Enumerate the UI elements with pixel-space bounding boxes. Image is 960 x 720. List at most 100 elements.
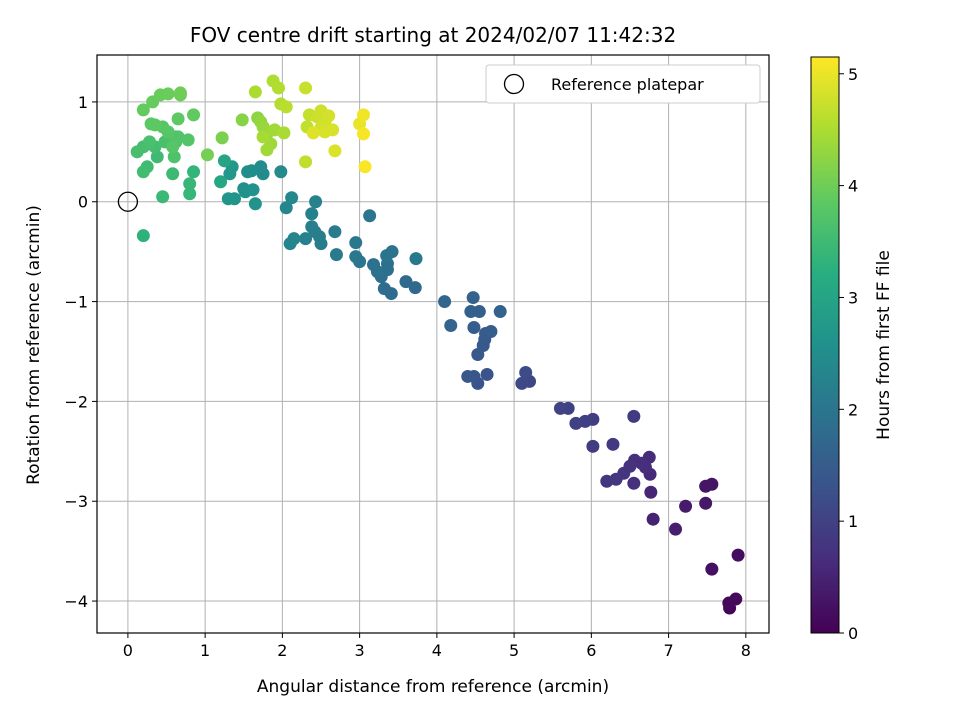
data-point bbox=[214, 175, 228, 189]
data-point bbox=[256, 130, 270, 144]
chart-title: FOV centre drift starting at 2024/02/07 … bbox=[190, 23, 676, 47]
data-point bbox=[283, 237, 297, 251]
x-tick-label: 8 bbox=[741, 641, 751, 660]
data-point bbox=[380, 249, 394, 263]
data-point bbox=[181, 133, 195, 147]
x-tick-label: 3 bbox=[355, 641, 365, 660]
data-point bbox=[699, 479, 713, 493]
data-point bbox=[322, 109, 336, 123]
data-point bbox=[235, 113, 249, 127]
data-point bbox=[627, 409, 641, 423]
data-point bbox=[136, 229, 150, 243]
plot-area bbox=[96, 54, 770, 634]
data-point bbox=[285, 191, 299, 205]
data-point bbox=[136, 165, 150, 179]
data-point bbox=[356, 108, 370, 122]
data-point bbox=[438, 295, 452, 309]
data-point bbox=[167, 150, 181, 164]
data-point bbox=[464, 305, 478, 319]
data-point bbox=[669, 522, 683, 536]
data-point bbox=[136, 103, 150, 117]
data-point bbox=[349, 236, 363, 250]
data-point bbox=[679, 499, 693, 513]
data-point bbox=[166, 140, 180, 154]
data-point bbox=[326, 123, 340, 137]
data-point bbox=[349, 250, 363, 264]
data-point bbox=[729, 592, 743, 606]
data-point bbox=[377, 282, 391, 296]
legend-label: Reference platepar bbox=[551, 75, 704, 94]
data-point bbox=[370, 265, 384, 279]
data-point bbox=[305, 220, 319, 234]
data-point bbox=[241, 165, 255, 179]
data-point bbox=[183, 187, 197, 201]
data-point bbox=[606, 437, 620, 451]
data-point bbox=[306, 126, 320, 140]
data-point bbox=[299, 155, 313, 169]
colorbar-tick-label: 1 bbox=[848, 512, 858, 531]
plot-frame bbox=[96, 54, 770, 634]
y-axis-ticks: 1 0 −1 −2 −3 −4 bbox=[64, 93, 97, 611]
data-point bbox=[363, 209, 377, 223]
colorbar-title: Hours from first FF file bbox=[874, 250, 894, 440]
colorbar-tick-label: 3 bbox=[848, 288, 858, 307]
data-points bbox=[130, 74, 745, 615]
x-axis-ticks: 0 1 2 3 4 5 6 7 8 bbox=[123, 633, 751, 660]
legend-reference-icon bbox=[503, 73, 525, 95]
data-point bbox=[217, 154, 231, 168]
data-point bbox=[187, 108, 201, 122]
data-point bbox=[215, 131, 229, 145]
data-point bbox=[277, 126, 291, 140]
y-tick-label: −1 bbox=[64, 293, 88, 312]
x-tick-label: 5 bbox=[509, 641, 519, 660]
data-point bbox=[279, 201, 293, 215]
data-point bbox=[646, 512, 660, 526]
data-point bbox=[248, 197, 262, 211]
data-point bbox=[171, 112, 185, 126]
colorbar: 0 1 2 3 4 5 Hours from first FF file bbox=[810, 56, 894, 643]
reference-platepar-marker bbox=[117, 191, 139, 212]
data-point bbox=[143, 135, 157, 149]
colorbar-tick-label: 0 bbox=[848, 624, 858, 643]
data-point bbox=[466, 291, 480, 305]
data-point bbox=[130, 145, 144, 159]
data-point bbox=[171, 130, 185, 144]
data-point bbox=[305, 207, 319, 221]
data-point bbox=[156, 190, 170, 204]
data-point bbox=[493, 305, 507, 319]
x-tick-label: 1 bbox=[200, 641, 210, 660]
y-tick-label: −2 bbox=[64, 392, 88, 411]
data-point bbox=[200, 148, 214, 162]
legend: Reference platepar bbox=[485, 64, 761, 104]
data-point bbox=[274, 165, 288, 179]
data-point bbox=[187, 165, 201, 179]
colorbar-ticks: 0 1 2 3 4 5 bbox=[839, 65, 858, 643]
data-point bbox=[515, 376, 529, 390]
data-point bbox=[279, 100, 293, 114]
y-tick-label: 1 bbox=[78, 93, 88, 112]
data-point bbox=[148, 118, 162, 132]
y-tick-label: 0 bbox=[78, 193, 88, 212]
data-point bbox=[260, 143, 274, 157]
x-tick-label: 6 bbox=[586, 641, 596, 660]
y-tick-label: −3 bbox=[64, 492, 88, 511]
data-point bbox=[731, 548, 745, 562]
x-axis-title: Angular distance from reference (arcmin) bbox=[257, 677, 609, 697]
x-tick-label: 0 bbox=[123, 641, 133, 660]
data-point bbox=[328, 144, 342, 158]
data-point bbox=[644, 485, 658, 499]
data-point bbox=[299, 81, 313, 95]
data-point bbox=[329, 248, 343, 262]
data-point bbox=[221, 192, 235, 206]
data-point bbox=[150, 150, 164, 164]
data-point bbox=[519, 365, 533, 379]
data-point bbox=[480, 367, 494, 381]
data-point bbox=[627, 476, 641, 490]
data-point bbox=[409, 252, 423, 266]
data-point bbox=[467, 321, 481, 335]
y-axis-title: Rotation from reference (arcmin) bbox=[24, 205, 44, 485]
data-point bbox=[356, 127, 370, 141]
data-point bbox=[299, 232, 313, 246]
data-point bbox=[246, 183, 260, 197]
x-tick-label: 7 bbox=[663, 641, 673, 660]
